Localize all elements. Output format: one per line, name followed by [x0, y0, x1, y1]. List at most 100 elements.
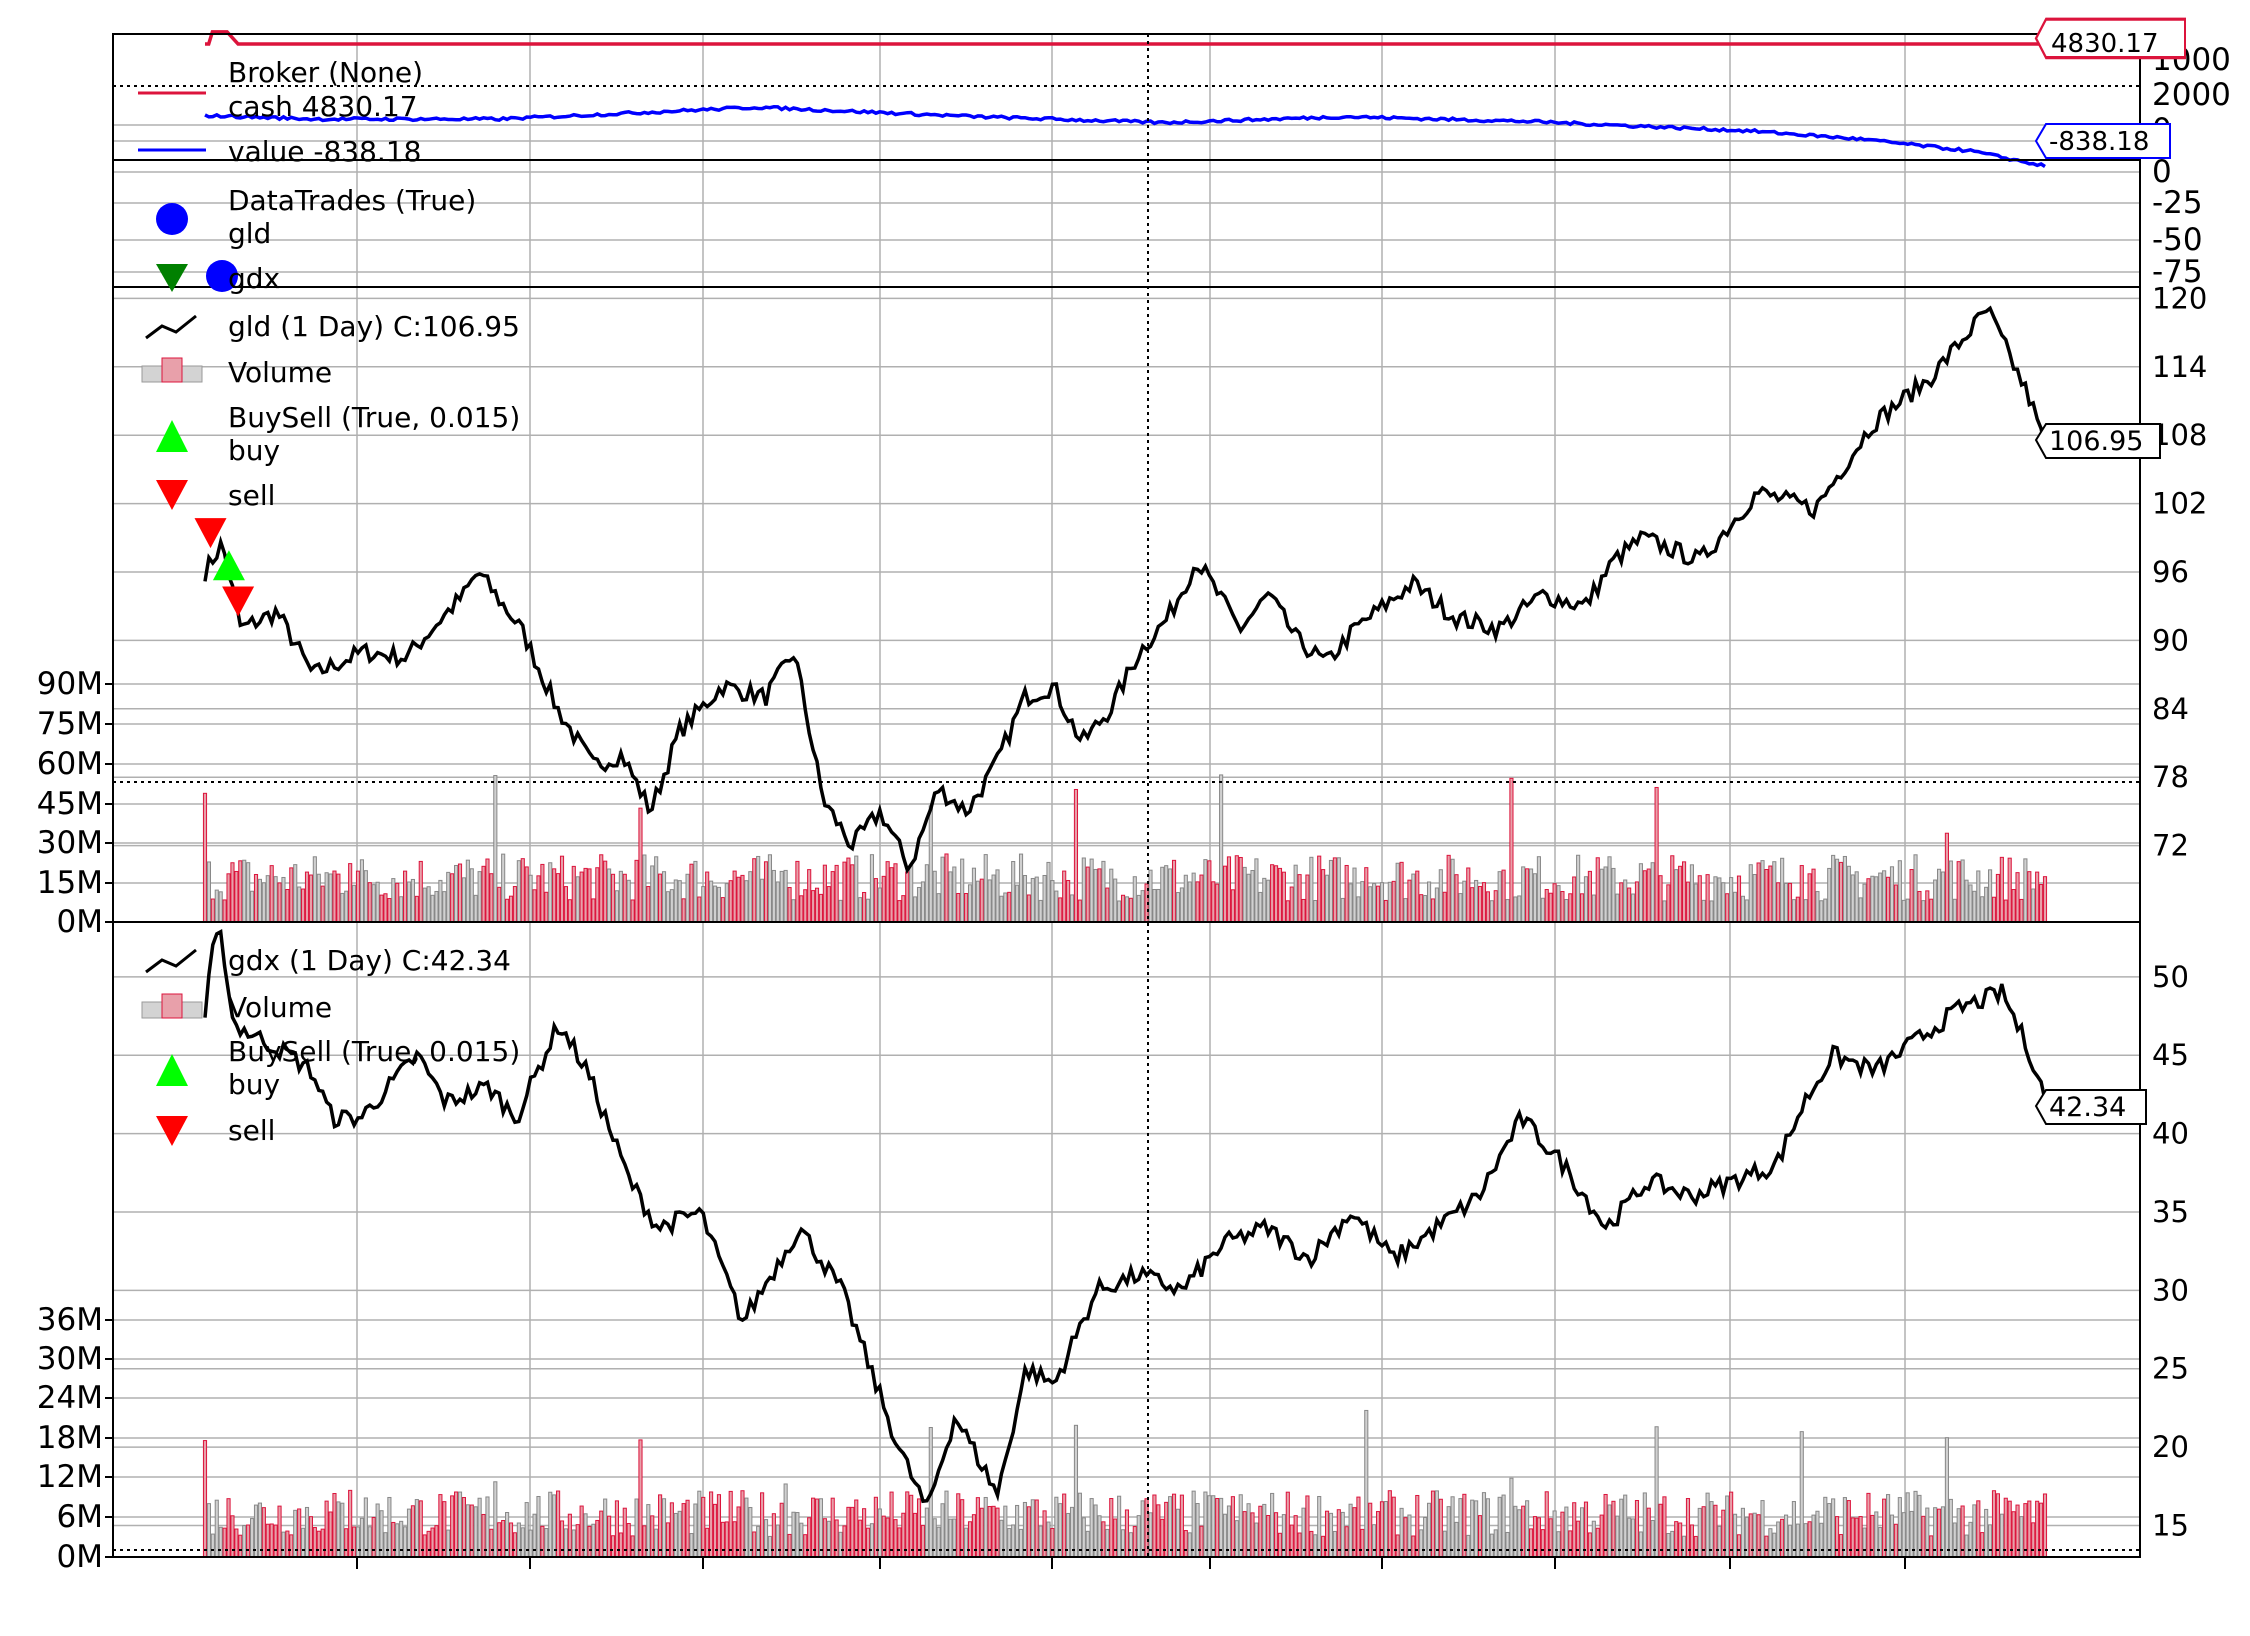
gld-volume-bar — [1944, 832, 1949, 923]
gdx-volume-bar — [1128, 1532, 1133, 1558]
gdx-volume-bar — [1120, 1529, 1126, 1558]
gdx-volume-bar — [202, 1440, 208, 1558]
gdx-volume-bar — [289, 1534, 294, 1558]
gdx-ytick-label: 45 — [2152, 1038, 2189, 1072]
gld-volume-bar — [540, 863, 545, 923]
gdx-legend-buysell: BuySell (True, 0.015) — [228, 1035, 520, 1068]
gld-volume-bar — [348, 863, 353, 923]
gdx-panel-frame — [112, 921, 2141, 1558]
gdx-volume-bar — [1807, 1521, 1812, 1558]
gld-volume-bar — [1085, 866, 1090, 923]
gdx-volume-bar — [210, 1533, 215, 1558]
gld-volume-bar — [1407, 879, 1412, 923]
gld-volume-bar — [202, 792, 208, 923]
gld-volume-bar — [1273, 865, 1279, 923]
gld-volume-bar — [293, 864, 298, 923]
gld-volume-bar — [1152, 889, 1157, 923]
gld-volume-bar — [873, 878, 878, 923]
gdx-volume-bar — [226, 1498, 231, 1558]
gdx-volume-bar — [1254, 1522, 1259, 1558]
value-last-value: -838.18 — [2049, 127, 2149, 157]
gdx-volume-bar — [206, 1503, 211, 1558]
gld-volume-bar — [359, 859, 364, 923]
gdx-volume-bar — [363, 1497, 368, 1558]
gdx-volume-bar — [1368, 1502, 1373, 1558]
gdx-volume-bar — [1391, 1496, 1396, 1558]
gdx-legend-buy: buy — [228, 1068, 280, 1101]
gdx-volume-bar — [1230, 1496, 1235, 1558]
gdx-volume-bar — [1438, 1498, 1443, 1558]
gld-volume-bar — [803, 889, 808, 923]
gdx-volume-bar — [1485, 1498, 1490, 1558]
gdx-volume-bar — [1630, 1518, 1636, 1558]
gld-volume-bar — [1807, 873, 1812, 923]
gdx-volume-bar — [2031, 1522, 2036, 1558]
gld-volume-bar — [1937, 868, 1942, 923]
gdx-volume-bar — [399, 1520, 404, 1558]
gdx-volume-bar — [905, 1491, 910, 1558]
gdx-volume-bar — [1583, 1501, 1589, 1558]
gld-volume-bar — [1999, 856, 2004, 923]
gld-volume-bar — [967, 884, 973, 923]
gdx-volume-bar — [1952, 1522, 1957, 1558]
gdx-volume-bar — [1026, 1506, 1031, 1558]
gld-volume-bar — [909, 865, 914, 923]
gld-volume-bar — [854, 855, 859, 923]
gld-volume-bar — [1015, 884, 1020, 923]
gdx-volume-bar — [1403, 1517, 1408, 1558]
gdx-ytick-label: 40 — [2152, 1117, 2189, 1151]
gdx-volume-bar — [1081, 1517, 1086, 1558]
gld-volume-bar — [457, 863, 463, 923]
gdx-volume-bar — [1689, 1524, 1694, 1558]
gld-volume-bar — [1140, 890, 1145, 923]
gld-volume-bar — [1560, 891, 1565, 923]
gld-volume-bar — [1054, 890, 1059, 923]
gld-volume-bar — [363, 870, 368, 923]
gdx-volume-bar — [1446, 1506, 1451, 1558]
gld-volume-bar — [877, 887, 882, 923]
gdx-volume-bar — [1886, 1494, 1891, 1558]
gld-volume-bar — [752, 858, 757, 923]
gdx-volume-bar — [1968, 1521, 1973, 1558]
gld-volume-bar — [1564, 899, 1569, 923]
gld-volume-bar — [1725, 893, 1730, 923]
gdx-trade-dot-icon — [206, 260, 238, 292]
gdx-volume-bar — [222, 1527, 227, 1558]
gld-volume-bar — [1748, 864, 1753, 923]
gld-volume-bar — [418, 860, 423, 923]
gdx-volume-bar — [1030, 1499, 1035, 1558]
gdx-volume-bar — [1693, 1535, 1698, 1558]
gld-ytick-label: 84 — [2152, 692, 2189, 726]
gld-volume-bar — [1262, 877, 1267, 923]
gld-volume-bar — [344, 890, 349, 923]
datatrades-legend: DataTrades (True) gld gdx — [156, 184, 476, 295]
gld-volume-bar — [1729, 877, 1734, 923]
gdx-legend-volume: Volume — [228, 991, 332, 1024]
gld-volume-bar — [1340, 897, 1345, 923]
gld-buy-marker — [212, 550, 245, 581]
gdx-volume-bar — [1317, 1495, 1322, 1558]
gld-volume-bar — [1050, 880, 1055, 923]
gld-volume-bar — [1831, 854, 1836, 923]
gdx-volume-bar — [854, 1499, 859, 1558]
gld-volume-bar — [1399, 861, 1404, 923]
gld-volume-bar — [936, 893, 941, 923]
gld-volume-bar — [395, 882, 400, 923]
gld-volume-bar — [728, 880, 733, 923]
gdx-volume-bar — [626, 1523, 631, 1558]
gld-volume-bar — [234, 870, 239, 923]
gld-volume-bar — [1784, 882, 1789, 923]
gdx-volume-bar — [1270, 1492, 1275, 1558]
gdx-volume-bar — [799, 1522, 804, 1558]
gld-volume-bar — [465, 859, 470, 923]
gdx-volume-bar — [528, 1529, 533, 1558]
gld-volume-bar — [1736, 875, 1742, 923]
gld-volume-bar — [983, 854, 988, 923]
gdx-volume-bar — [556, 1490, 561, 1558]
gdx-volume-bar — [1018, 1528, 1024, 1558]
gld-volume-bar — [932, 870, 937, 923]
gld-volume-bar — [399, 896, 404, 923]
gld-volume-tick-label: 0M — [57, 904, 103, 940]
gld-volume-bar — [210, 898, 215, 923]
gld-volume-bar — [579, 871, 584, 923]
